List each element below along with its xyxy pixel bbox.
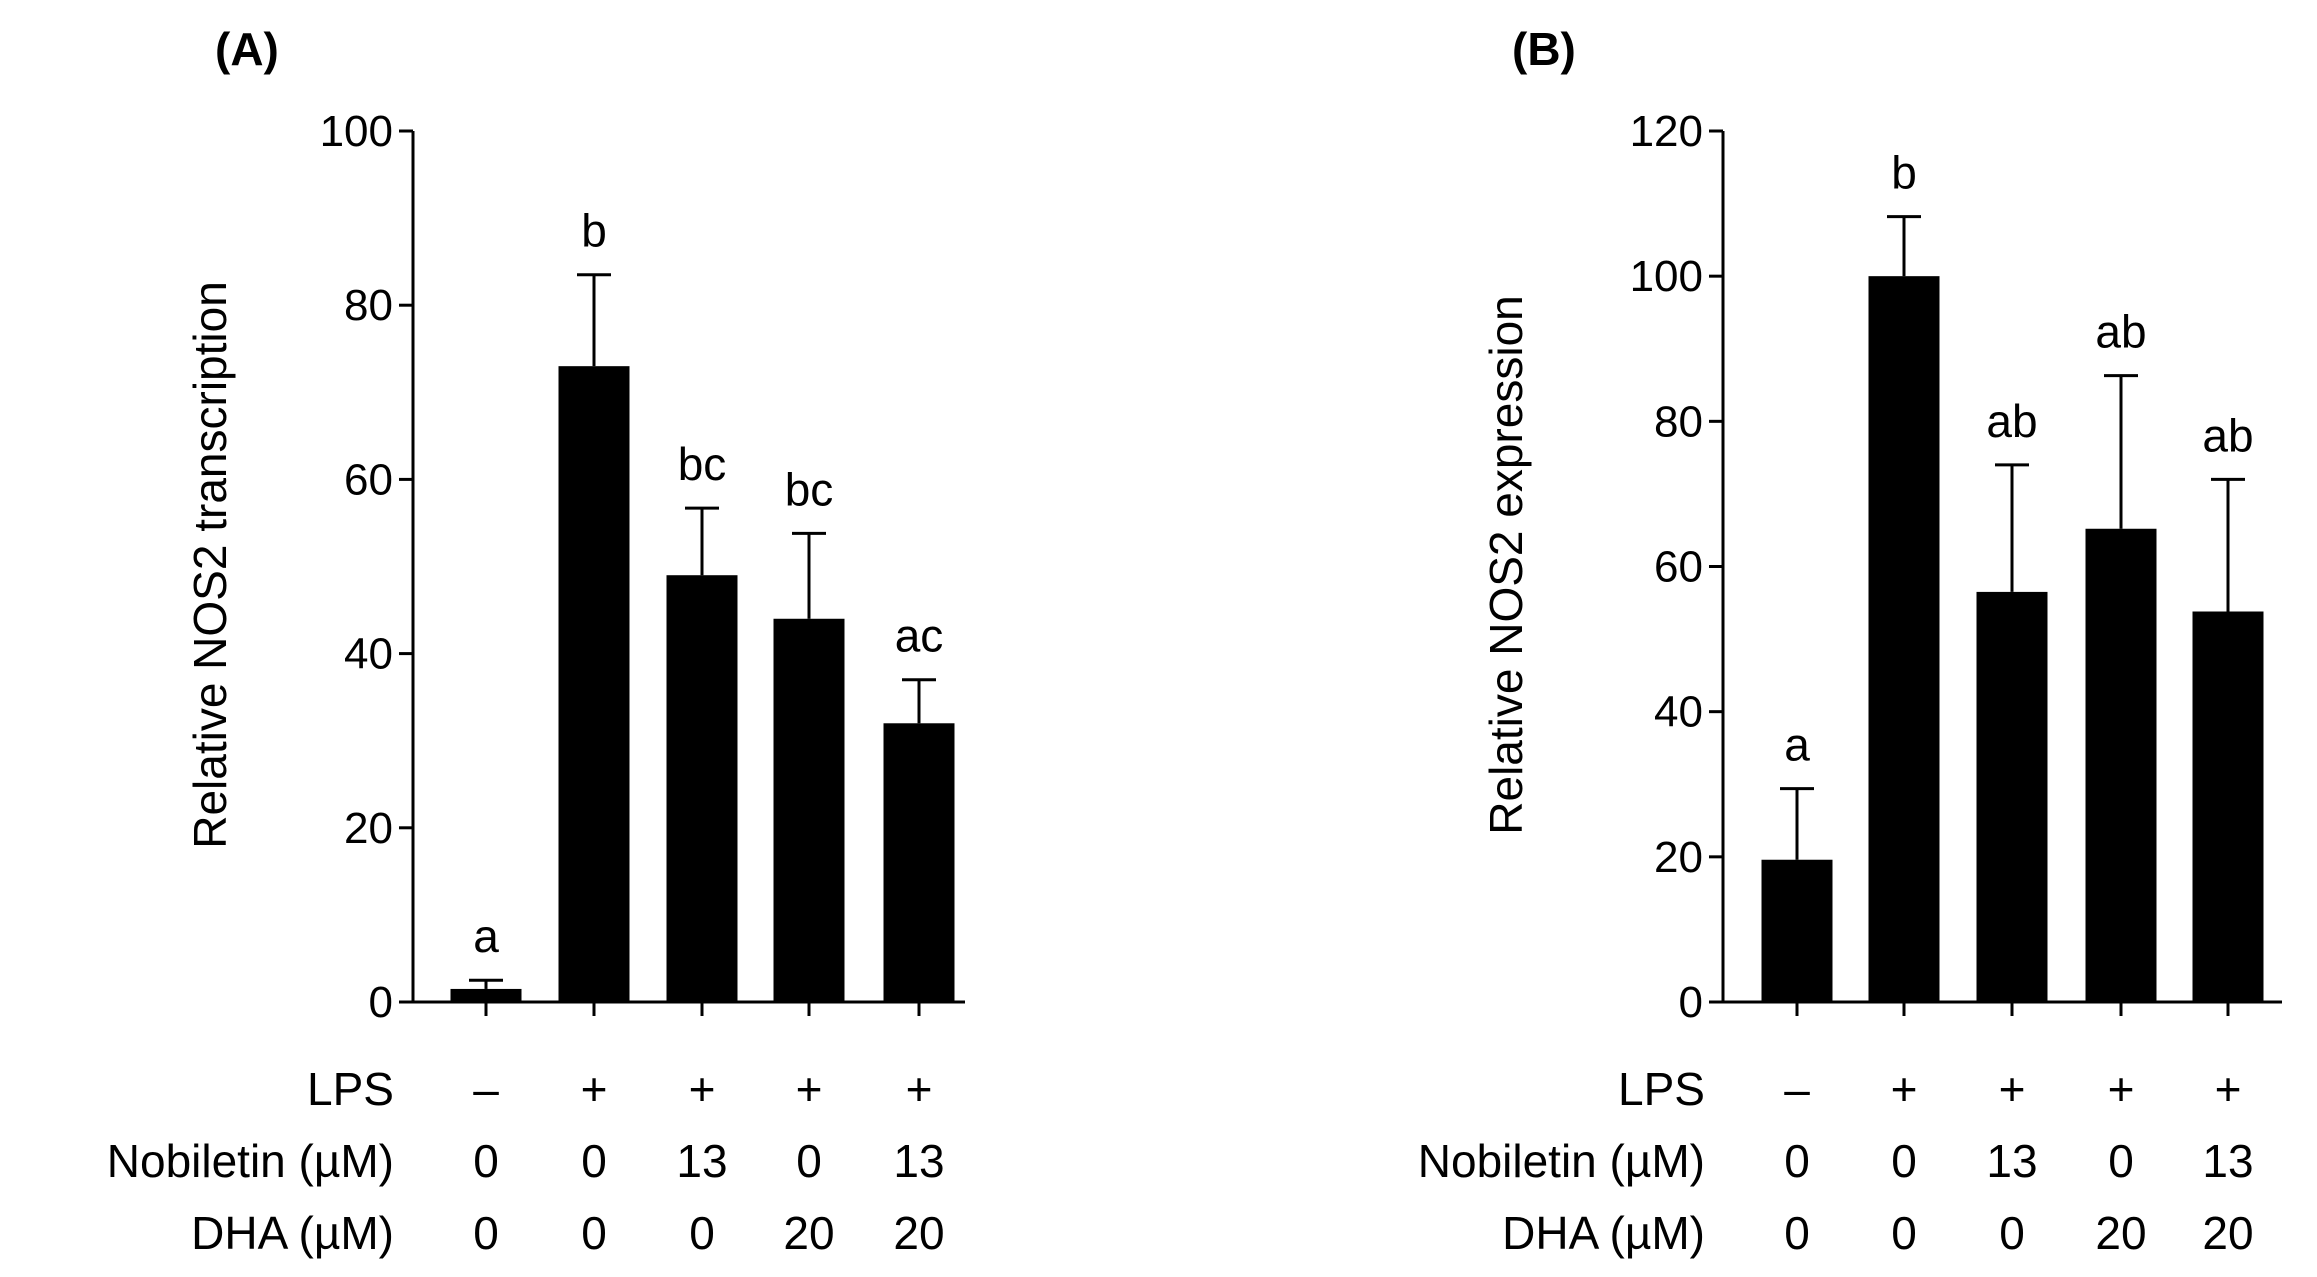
significance-letter: bc: [785, 463, 834, 515]
condition-value: 0: [1891, 1135, 1917, 1187]
condition-value: 0: [473, 1207, 499, 1259]
y-tick-label: 20: [1654, 833, 1703, 882]
y-tick-label: 20: [344, 804, 393, 853]
y-tick-label: 100: [1630, 252, 1703, 301]
condition-value: 13: [1986, 1135, 2037, 1187]
y-tick-label: 60: [344, 455, 393, 504]
condition-value: 20: [893, 1207, 944, 1259]
condition-value: 0: [796, 1135, 822, 1187]
condition-value: 0: [1999, 1207, 2025, 1259]
condition-value: 20: [2095, 1207, 2146, 1259]
bar: [558, 366, 630, 1002]
y-tick-label: 60: [1654, 543, 1703, 592]
condition-value: +: [581, 1063, 608, 1115]
significance-letter: ab: [2202, 409, 2253, 461]
significance-letter: ac: [895, 610, 944, 662]
y-tick-label: 100: [320, 107, 393, 156]
condition-label: LPS: [307, 1063, 394, 1115]
condition-value: 20: [2202, 1207, 2253, 1259]
condition-value: 0: [581, 1207, 607, 1259]
panel-label: (B): [1512, 23, 1576, 75]
condition-label: LPS: [1618, 1063, 1705, 1115]
y-tick-label: 80: [1654, 397, 1703, 446]
bar: [2192, 611, 2264, 1002]
condition-value: 13: [2202, 1135, 2253, 1187]
condition-value: 0: [581, 1135, 607, 1187]
condition-value: +: [1891, 1063, 1918, 1115]
condition-value: +: [2108, 1063, 2135, 1115]
condition-value: +: [1999, 1063, 2026, 1115]
y-tick-label: 0: [1679, 978, 1703, 1027]
condition-value: 0: [1784, 1207, 1810, 1259]
condition-value: +: [906, 1063, 933, 1115]
significance-letter: ab: [2095, 306, 2146, 358]
condition-value: +: [689, 1063, 716, 1115]
y-tick-label: 40: [344, 630, 393, 679]
y-tick-label: 0: [369, 978, 393, 1027]
condition-value: 13: [676, 1135, 727, 1187]
chart-panel-b: (B) Relative NOS2 expression 0 20 40 60 80 100 1…: [1418, 23, 2282, 1259]
condition-value: 0: [1784, 1135, 1810, 1187]
significance-letter: a: [1784, 719, 1810, 771]
condition-value: 0: [473, 1135, 499, 1187]
significance-letter: b: [581, 205, 607, 257]
condition-value: –: [1784, 1063, 1810, 1115]
bar: [1761, 859, 1833, 1002]
significance-letter: bc: [678, 438, 727, 490]
bar: [666, 575, 738, 1002]
condition-value: 0: [2108, 1135, 2134, 1187]
condition-value: 20: [783, 1207, 834, 1259]
significance-letter: b: [1891, 147, 1917, 199]
bar: [1976, 591, 2048, 1002]
bar: [2085, 528, 2157, 1002]
condition-value: +: [2215, 1063, 2242, 1115]
bar: [450, 988, 522, 1002]
panel-label: (A): [215, 23, 279, 75]
y-axis-label: Relative NOS2 expression: [1480, 295, 1532, 834]
y-axis-label: Relative NOS2 transcription: [184, 281, 236, 849]
bar: [1868, 276, 1940, 1003]
condition-value: 13: [893, 1135, 944, 1187]
condition-value: 0: [689, 1207, 715, 1259]
condition-label: Nobiletin (µM): [1418, 1135, 1705, 1187]
chart-panel-a: (A) Relative NOS2 transcription 0 20 40 60 80 1…: [107, 23, 965, 1259]
condition-label: DHA (µM): [1502, 1207, 1705, 1259]
condition-value: +: [796, 1063, 823, 1115]
bar: [773, 618, 845, 1002]
condition-label: DHA (µM): [191, 1207, 394, 1259]
y-tick-label: 80: [344, 281, 393, 330]
condition-value: 0: [1891, 1207, 1917, 1259]
y-tick-label: 120: [1630, 107, 1703, 156]
bar: [883, 723, 955, 1002]
y-tick-label: 40: [1654, 688, 1703, 737]
condition-label: Nobiletin (µM): [107, 1135, 394, 1187]
condition-value: –: [473, 1063, 499, 1115]
significance-letter: ab: [1986, 395, 2037, 447]
significance-letter: a: [473, 910, 499, 962]
